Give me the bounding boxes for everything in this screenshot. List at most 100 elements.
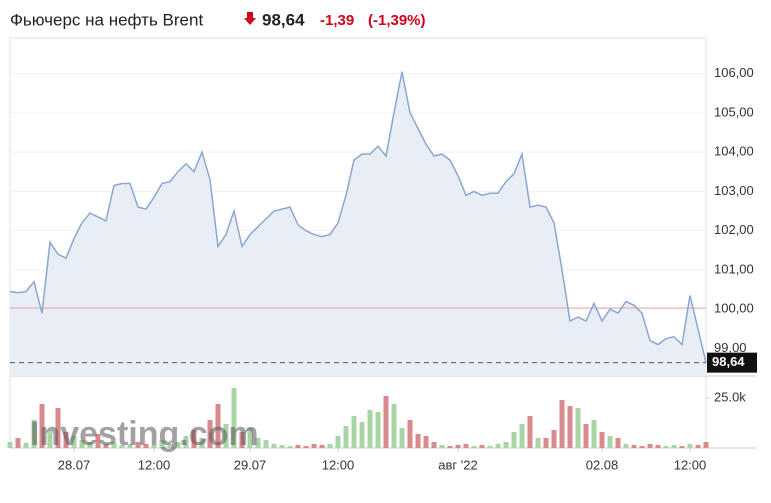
volume-bar xyxy=(471,446,477,448)
volume-bar xyxy=(303,446,309,448)
volume-bar xyxy=(199,438,205,448)
volume-bar xyxy=(55,408,61,448)
change: -1,39 xyxy=(320,12,354,29)
volume-bar xyxy=(503,442,509,448)
volume-bar xyxy=(263,440,269,448)
volume-bar xyxy=(143,444,149,448)
volume-bar xyxy=(647,444,653,448)
volume-bar xyxy=(119,445,125,448)
volume-bar xyxy=(519,424,525,448)
volume-bar xyxy=(23,443,29,448)
volume-bar xyxy=(615,438,621,448)
watermark: Investing.com xyxy=(30,415,259,453)
volume-bar xyxy=(71,436,77,448)
volume-bar xyxy=(407,420,413,448)
volume-bar xyxy=(663,446,669,448)
y-tick-label: 100,00 xyxy=(714,301,754,316)
y-tick-label: 101,00 xyxy=(714,261,754,276)
volume-bar xyxy=(87,442,93,448)
volume-bar xyxy=(7,442,13,448)
volume-bar xyxy=(583,424,589,448)
y-tick-label: 105,00 xyxy=(714,104,754,119)
volume-bar xyxy=(575,408,581,448)
volume-bar xyxy=(127,444,133,448)
volume-bar xyxy=(103,444,109,448)
volume-bar xyxy=(591,420,597,448)
volume-bar xyxy=(527,416,533,448)
volume-bar xyxy=(391,404,397,448)
last-price-axis-label: 98,64 xyxy=(712,354,745,369)
price-line xyxy=(9,71,707,363)
chart-title: Фьючерс на нефть Brent xyxy=(10,10,203,29)
volume-bar xyxy=(687,444,693,448)
volume-bar xyxy=(495,444,501,448)
volume-bar xyxy=(455,445,461,448)
volume-bar xyxy=(639,446,645,448)
volume-bar xyxy=(215,404,221,448)
volume-bar xyxy=(551,430,557,448)
volume-bar xyxy=(343,426,349,448)
volume-bar xyxy=(351,416,357,448)
x-tick-label: 29.07 xyxy=(234,457,267,472)
volume-bar xyxy=(447,446,453,448)
volume-bar xyxy=(703,442,709,448)
volume-bar xyxy=(31,420,37,448)
volume-tick-label: 25.0k xyxy=(714,389,746,404)
x-tick-label: 28.07 xyxy=(58,457,91,472)
volume-bar xyxy=(247,428,253,448)
volume-bar xyxy=(167,444,173,448)
volume-bar xyxy=(159,440,165,448)
volume-bar xyxy=(183,436,189,448)
volume-bar xyxy=(479,445,485,448)
volume-bar xyxy=(599,432,605,448)
volume-bar xyxy=(239,432,245,448)
down-arrow xyxy=(244,12,256,25)
volume-bar xyxy=(511,432,517,448)
volume-bar xyxy=(327,444,333,448)
volume-bar xyxy=(423,436,429,448)
volume-bar xyxy=(279,445,285,448)
volume-bar xyxy=(655,445,661,448)
volume-bar xyxy=(95,434,101,448)
price-area xyxy=(10,71,706,376)
x-tick-label: 12:00 xyxy=(674,457,707,472)
y-tick-label: 99,00 xyxy=(714,340,747,355)
volume-bar xyxy=(695,445,701,448)
y-tick-label: 103,00 xyxy=(714,183,754,198)
volume-bar xyxy=(319,445,325,448)
volume-bar xyxy=(39,404,45,448)
volume-bar xyxy=(415,434,421,448)
volume-bar xyxy=(679,446,685,448)
volume-bar xyxy=(567,406,573,448)
volume-bar xyxy=(15,438,21,448)
volume-bar xyxy=(375,412,381,448)
volume-bar xyxy=(295,445,301,448)
y-tick-label: 106,00 xyxy=(714,65,754,80)
volume-bar xyxy=(111,442,117,448)
volume-bar xyxy=(463,444,469,448)
volume-bar xyxy=(431,442,437,448)
volume-bar xyxy=(335,436,341,448)
volume-bar xyxy=(399,428,405,448)
change-percent: (-1,39%) xyxy=(368,12,426,29)
volume-bar xyxy=(671,445,677,448)
volume-bar xyxy=(383,396,389,448)
y-tick-label: 102,00 xyxy=(714,222,754,237)
volume-bar xyxy=(359,422,365,448)
volume-bar xyxy=(607,436,613,448)
volume-bar xyxy=(175,442,181,448)
volume-bar xyxy=(79,440,85,448)
volume-bar xyxy=(255,438,261,448)
volume-bar xyxy=(47,430,53,448)
last-price: 98,64 xyxy=(262,10,305,29)
volume-bar xyxy=(151,445,157,448)
volume-bar xyxy=(631,445,637,448)
volume-bar xyxy=(311,444,317,448)
volume-bar xyxy=(559,400,565,448)
volume-bar xyxy=(543,438,549,448)
x-tick-label: 12:00 xyxy=(322,457,355,472)
x-tick-label: 02.08 xyxy=(586,457,619,472)
volume-bar xyxy=(535,438,541,448)
volume-bar xyxy=(271,444,277,448)
